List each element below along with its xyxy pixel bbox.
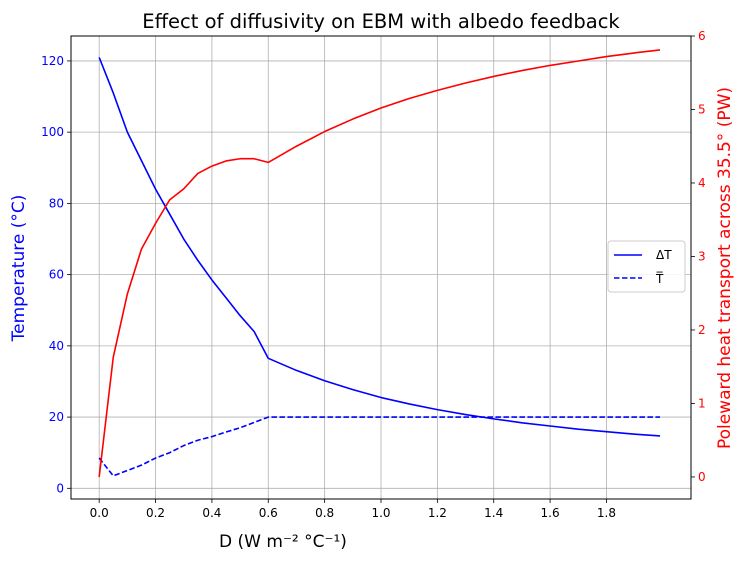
- y-axis-left-title: Temperature (°C): [9, 195, 29, 343]
- y-left-tick-label: 80: [49, 196, 64, 210]
- y-right-tick-label: 3: [698, 249, 706, 263]
- legend-box: [607, 240, 686, 293]
- y-right-tick-label: 5: [698, 102, 706, 116]
- y-left-tick-label: 100: [41, 125, 64, 139]
- x-tick-label: 0.8: [315, 506, 334, 520]
- legend: ΔT T̅: [607, 240, 686, 293]
- x-tick-label: 0.0: [90, 506, 109, 520]
- x-tick-label: 1.4: [484, 506, 503, 520]
- x-axis-title: D (W m⁻² °C⁻¹): [219, 532, 347, 552]
- x-tick-label: 1.8: [597, 506, 616, 520]
- x-axis: 0.0 0.2 0.4 0.6 0.8 1.0 1.2 1.4 1.6 1.8: [90, 499, 616, 520]
- x-tick-label: 1.0: [371, 506, 390, 520]
- y-left-tick-label: 120: [41, 54, 64, 68]
- y-left-tick-label: 60: [49, 268, 64, 282]
- y-right-tick-label: 0: [698, 470, 706, 484]
- y-axis-right: 0 1 2 3 4 5 6: [691, 29, 706, 484]
- legend-label-delta-t: ΔT: [656, 248, 672, 262]
- chart-title: Effect of diffusivity on EBM with albedo…: [142, 10, 620, 33]
- x-tick-label: 1.2: [428, 506, 447, 520]
- y-left-tick-label: 20: [49, 410, 64, 424]
- y-axis-left: 0 20 40 60 80 100 120: [41, 54, 71, 495]
- y-axis-right-title: Poleward heat transport across 35.5° (PW…: [715, 87, 735, 449]
- series-line-delta-t: [98, 57, 661, 437]
- legend-label-mean-t: T̅: [655, 271, 664, 286]
- y-left-tick-label: 40: [49, 339, 64, 353]
- y-left-tick-label: 0: [56, 481, 64, 495]
- x-tick-label: 1.6: [541, 506, 560, 520]
- y-right-tick-label: 1: [698, 396, 706, 410]
- series-line-heat-transport: [98, 49, 661, 478]
- grid-lines: [71, 36, 691, 499]
- y-right-tick-label: 6: [698, 29, 706, 43]
- series-layer: [98, 49, 661, 478]
- x-tick-label: 0.4: [202, 506, 221, 520]
- x-tick-label: 0.6: [259, 506, 278, 520]
- y-right-tick-label: 4: [698, 176, 706, 190]
- y-right-tick-label: 2: [698, 323, 706, 337]
- series-line-mean-t: [98, 416, 660, 477]
- x-tick-label: 0.2: [146, 506, 165, 520]
